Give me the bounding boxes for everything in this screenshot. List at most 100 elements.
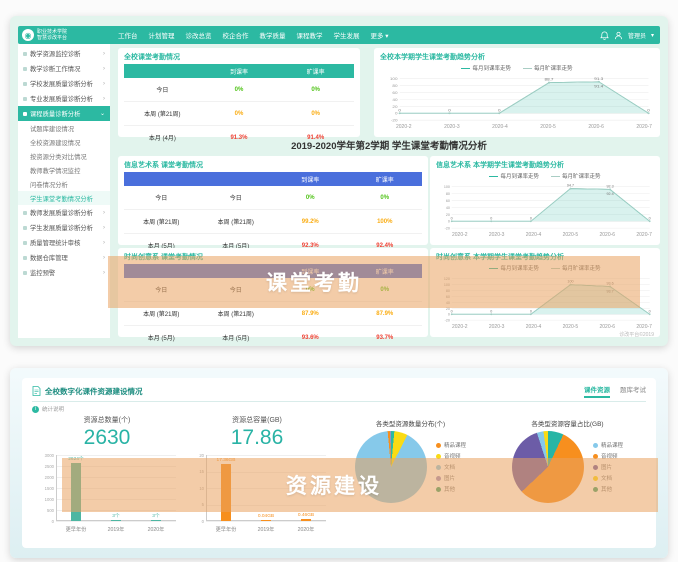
attendance-dashboard-card: ◉ 职业技术学院 智慧诊改平台 工作台 计划管理 诊改总览 校企合作 教学质量 课程教学学… xyxy=(10,16,668,346)
svg-text:0: 0 xyxy=(448,108,451,113)
legend-item[interactable]: 其他 xyxy=(592,485,623,493)
sidebar-item[interactable]: 教学资源监控诊断 › xyxy=(18,46,110,61)
legend-item[interactable]: 每月到课率走势 xyxy=(461,64,511,72)
nav-item[interactable]: 校企合作 xyxy=(222,33,249,40)
svg-text:-20: -20 xyxy=(391,118,398,123)
nav-item[interactable]: 教学质量 xyxy=(259,33,286,40)
nav-item[interactable]: 课程教学 xyxy=(296,33,323,40)
chevron-icon: › xyxy=(103,224,105,231)
pie-count-legend: 精品课程音视频文档图片其他 xyxy=(435,441,466,493)
sidebar-subitem[interactable]: 教师教学情况监控 xyxy=(30,167,81,175)
legend-item[interactable]: 图片 xyxy=(435,474,466,482)
legend-item[interactable]: 每月到课率走势 xyxy=(489,264,539,272)
dept1-chart-title: 信息艺术系 本学期学生课堂考勤趋势分析 xyxy=(436,162,564,169)
sidebar-subitem[interactable]: 全校资源建设情况 xyxy=(30,139,81,147)
resource-size-block: 资源总容量(GB) 17.86 20 15 10 5 0 17.36GB 更早年份 0.04G… xyxy=(182,415,332,533)
bar xyxy=(301,519,311,521)
sidebar-item[interactable]: 专业发展质量诊断分析 › xyxy=(18,91,110,106)
nav-item[interactable]: 工作台 xyxy=(118,33,138,40)
app-logo[interactable]: ◉ 职业技术学院 智慧诊改平台 xyxy=(18,29,110,41)
legend-item[interactable]: 音视频 xyxy=(592,452,623,460)
document-icon xyxy=(32,386,41,396)
nav-item[interactable]: 学生发展 xyxy=(333,33,360,40)
dept2-chart-title: 时尚创意系 本学期学生课堂考勤趋势分析 xyxy=(436,254,564,261)
pie-count-block: 各类型资源数量分布(个) 精品课程音视频文档图片其他 xyxy=(332,415,489,533)
pie-count-title: 各类型资源数量分布(个) xyxy=(375,421,446,428)
sidebar-item[interactable]: 教学诊断工作情况 › xyxy=(18,61,110,76)
sidebar-item[interactable]: 学生发展质量诊断分析 › xyxy=(18,220,110,235)
svg-text:0: 0 xyxy=(647,108,650,113)
dept1-attendance-chart-panel: 信息艺术系 本学期学生课堂考勤趋势分析 每月到课率走势 每月旷课率走势 100 80… xyxy=(430,156,660,245)
svg-text:60: 60 xyxy=(446,295,450,299)
stat-count-label: 资源总数量(个) xyxy=(83,417,131,424)
legend-item[interactable]: 每月旷课率走势 xyxy=(551,264,601,272)
dept2-attendance-chart-panel: 时尚创意系 本学期学生课堂考勤趋势分析 每月到课率走势 每月旷课率走势 120 10… xyxy=(430,248,660,337)
bell-icon[interactable] xyxy=(600,31,609,40)
svg-text:20: 20 xyxy=(392,104,398,109)
table-row: 今日 0% 0% xyxy=(124,78,354,102)
svg-text:-20: -20 xyxy=(445,318,450,322)
dept2-line-chart: 120 100 80 60 40 20 0 -20 0 0 0 100 93.6 0 93.7 xyxy=(436,272,654,324)
sidebar-item-icon xyxy=(23,210,27,215)
legend-item[interactable]: 精品课程 xyxy=(592,441,623,449)
svg-text:20: 20 xyxy=(446,307,450,311)
table-row: 今日 今日 0% 0% xyxy=(124,186,422,210)
info-icon[interactable]: i xyxy=(32,405,39,413)
stats-note: i 统计说明 xyxy=(32,405,646,413)
sidebar-item[interactable]: 课程质量诊断分析 ⌄ xyxy=(18,106,110,121)
sidebar-item[interactable]: 监控预警 › xyxy=(18,265,110,280)
svg-text:91.4: 91.4 xyxy=(594,84,604,89)
legend-item[interactable]: 每月旷课率走势 xyxy=(551,172,601,180)
sidebar-subitem[interactable]: 问卷情况分析 xyxy=(30,181,68,189)
chevron-icon: › xyxy=(103,95,105,102)
line-chart-legend: 每月到课率走势 每月旷课率走势 xyxy=(436,264,654,272)
sidebar-subitem[interactable]: 按资源分类对比情况 xyxy=(30,153,87,161)
resource-count-pie xyxy=(354,431,427,503)
sidebar-item-icon xyxy=(23,240,27,245)
user-icon[interactable] xyxy=(614,31,623,40)
sidebar-item-icon xyxy=(23,225,27,230)
resource-count-bar-chart: 3000 2500 2000 1500 1000 500 0 2624个 更早年份 3个 2019年… xyxy=(36,453,178,533)
tab-question-bank[interactable]: 题库考试 xyxy=(620,387,646,394)
legend-item[interactable]: 文档 xyxy=(592,474,623,482)
legend-item[interactable]: 音视频 xyxy=(435,452,466,460)
sidebar-item[interactable]: 学校发展质量诊断分析 › xyxy=(18,76,110,91)
svg-text:-20: -20 xyxy=(445,226,450,230)
nav-item[interactable]: 诊改总览 xyxy=(185,33,212,40)
nav-item[interactable]: 计划管理 xyxy=(148,33,175,40)
pie-size-legend: 精品课程音视频图片文档其他 xyxy=(592,441,623,493)
nav-item[interactable]: 更多 ▾ xyxy=(370,33,389,40)
sidebar-subitem[interactable]: 试题库建设情况 xyxy=(30,125,75,133)
svg-text:0: 0 xyxy=(490,309,492,313)
main-content: 全校课堂考勤情况 到课率 旷课率 今日 0% 0% 本周 (第21周) 0% 0% 本月 (4月… xyxy=(110,44,660,342)
chevron-icon: › xyxy=(103,239,105,246)
resource-count-block: 资源总数量(个) 2630 3000 2500 2000 1500 1000 500 0 26… xyxy=(32,415,182,533)
semester-title: 2019-2020学年第2学期 学生课堂考勤情况分析 xyxy=(291,141,487,152)
legend-item[interactable]: 精品课程 xyxy=(435,441,466,449)
legend-item[interactable]: 每月到课率走势 xyxy=(489,172,539,180)
table-row: 本周 (第21周) 本周 (第21周) 87.9% 87.9% xyxy=(124,301,422,326)
table-row: 今日 今日 0% 0% xyxy=(124,278,422,302)
svg-text:100: 100 xyxy=(444,185,450,189)
school-attendance-chart-panel: 全校本学期学生课堂考勤趋势分析 每月到课率走势 每月旷课率走势 100 80 60 40… xyxy=(374,48,660,137)
legend-item[interactable]: 每月旷课率走势 xyxy=(523,64,573,72)
svg-text:120: 120 xyxy=(444,277,450,281)
sidebar-item[interactable]: 质量管理统计审核 › xyxy=(18,235,110,250)
legend-item[interactable]: 文档 xyxy=(435,463,466,471)
tab-courseware[interactable]: 课件资源 xyxy=(584,384,610,398)
user-name[interactable]: 管理员 xyxy=(627,33,646,40)
dept1-section: 信息艺术系 课堂考勤情况 到课率 旷课率 今日 今日 0% 0% 本周 (第21周) 本周 (… xyxy=(118,156,660,250)
legend-item[interactable]: 其他 xyxy=(435,485,466,493)
sidebar-subitem[interactable]: 学生课堂考勤情况分析 xyxy=(18,191,110,205)
sidebar-item[interactable]: 教师发展质量诊断分析 › xyxy=(18,205,110,220)
svg-text:80: 80 xyxy=(446,289,450,293)
svg-text:0: 0 xyxy=(398,108,401,113)
sidebar-item-icon xyxy=(23,255,27,260)
x-axis-labels: 2020-2 2020-3 2020-4 2020-5 2020-6 2020-7 xyxy=(396,124,652,130)
legend-item[interactable]: 图片 xyxy=(592,463,623,471)
school-chart-title: 全校本学期学生课堂考勤趋势分析 xyxy=(380,54,485,61)
x-axis-labels: 2020-2 2020-3 2020-4 2020-5 2020-6 2020-7 xyxy=(452,232,652,238)
svg-text:92.4: 92.4 xyxy=(606,192,614,196)
sidebar-item[interactable]: 数据仓库管理 › xyxy=(18,250,110,265)
